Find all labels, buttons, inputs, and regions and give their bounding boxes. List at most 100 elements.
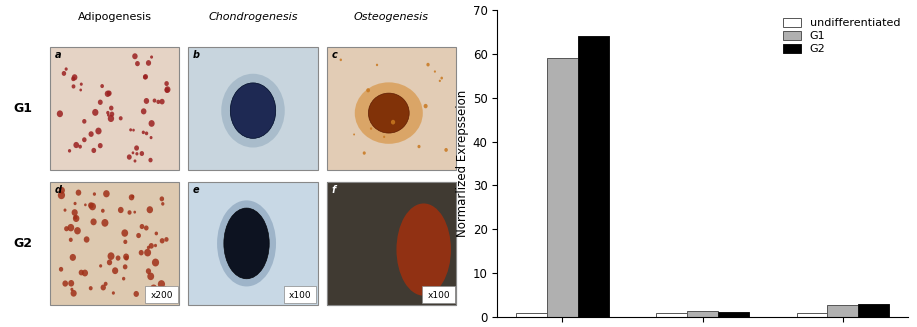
- Ellipse shape: [366, 88, 370, 92]
- Ellipse shape: [68, 149, 72, 153]
- Text: e: e: [193, 185, 200, 195]
- Ellipse shape: [438, 80, 441, 82]
- Bar: [326, 182, 456, 305]
- Bar: [326, 182, 456, 305]
- Ellipse shape: [134, 291, 139, 297]
- Ellipse shape: [72, 209, 78, 216]
- Ellipse shape: [116, 255, 120, 261]
- Ellipse shape: [164, 88, 170, 93]
- Ellipse shape: [80, 82, 83, 86]
- Ellipse shape: [139, 224, 144, 229]
- Ellipse shape: [78, 145, 82, 149]
- Ellipse shape: [160, 197, 164, 201]
- Text: c: c: [331, 50, 337, 60]
- Ellipse shape: [104, 282, 107, 286]
- Ellipse shape: [107, 252, 115, 260]
- Ellipse shape: [106, 111, 109, 114]
- Ellipse shape: [89, 203, 96, 210]
- Bar: [827, 305, 858, 317]
- Ellipse shape: [132, 53, 138, 59]
- Bar: [50, 182, 180, 305]
- Ellipse shape: [72, 74, 77, 80]
- Ellipse shape: [396, 203, 451, 296]
- Text: G2: G2: [14, 237, 33, 250]
- Ellipse shape: [98, 143, 103, 148]
- Bar: [718, 312, 749, 317]
- Ellipse shape: [134, 146, 139, 151]
- Ellipse shape: [112, 291, 115, 295]
- Ellipse shape: [383, 136, 385, 138]
- Ellipse shape: [73, 142, 79, 148]
- Ellipse shape: [355, 82, 423, 144]
- Text: f: f: [331, 185, 336, 195]
- Ellipse shape: [83, 119, 86, 124]
- Ellipse shape: [370, 127, 372, 130]
- Ellipse shape: [164, 237, 169, 242]
- Ellipse shape: [149, 243, 154, 249]
- Ellipse shape: [102, 219, 108, 227]
- Text: Adipogenesis: Adipogenesis: [78, 12, 151, 22]
- Ellipse shape: [135, 61, 139, 66]
- Ellipse shape: [88, 202, 94, 209]
- Ellipse shape: [160, 238, 164, 244]
- Ellipse shape: [217, 200, 276, 286]
- Bar: [145, 286, 178, 303]
- Ellipse shape: [61, 71, 66, 76]
- Ellipse shape: [110, 112, 115, 117]
- Ellipse shape: [146, 60, 151, 66]
- Ellipse shape: [83, 236, 90, 243]
- Ellipse shape: [92, 148, 96, 153]
- Ellipse shape: [137, 233, 141, 238]
- Ellipse shape: [72, 84, 75, 89]
- Text: d: d: [54, 185, 61, 195]
- Ellipse shape: [82, 269, 88, 276]
- Ellipse shape: [445, 148, 447, 152]
- Ellipse shape: [93, 192, 96, 196]
- Ellipse shape: [131, 195, 134, 198]
- Bar: [578, 36, 609, 317]
- Legend: undifferentiated, G1, G2: undifferentiated, G1, G2: [780, 15, 902, 57]
- Ellipse shape: [84, 203, 87, 206]
- Ellipse shape: [95, 128, 102, 134]
- Ellipse shape: [142, 130, 145, 134]
- Ellipse shape: [147, 246, 150, 249]
- Ellipse shape: [119, 116, 123, 120]
- Ellipse shape: [154, 244, 157, 247]
- Ellipse shape: [147, 206, 153, 213]
- Ellipse shape: [80, 89, 82, 92]
- Ellipse shape: [221, 74, 285, 147]
- Ellipse shape: [139, 151, 144, 156]
- Bar: [326, 182, 456, 305]
- Ellipse shape: [150, 284, 157, 292]
- Ellipse shape: [98, 99, 103, 105]
- Ellipse shape: [79, 270, 83, 275]
- Ellipse shape: [376, 64, 378, 66]
- Ellipse shape: [64, 67, 68, 71]
- Ellipse shape: [68, 224, 74, 232]
- Ellipse shape: [105, 91, 111, 97]
- Ellipse shape: [144, 249, 151, 256]
- Ellipse shape: [91, 218, 96, 225]
- Ellipse shape: [434, 70, 436, 73]
- Ellipse shape: [127, 154, 132, 160]
- Ellipse shape: [63, 209, 67, 212]
- Ellipse shape: [129, 128, 132, 131]
- Ellipse shape: [89, 286, 93, 290]
- Ellipse shape: [128, 194, 134, 200]
- Ellipse shape: [417, 145, 421, 148]
- Ellipse shape: [152, 259, 160, 267]
- Ellipse shape: [426, 63, 430, 66]
- Ellipse shape: [440, 77, 443, 79]
- Ellipse shape: [353, 133, 355, 135]
- Ellipse shape: [122, 277, 126, 281]
- Ellipse shape: [92, 109, 98, 116]
- Ellipse shape: [150, 55, 153, 59]
- Ellipse shape: [133, 211, 136, 214]
- Ellipse shape: [149, 158, 152, 163]
- Bar: [858, 304, 889, 317]
- Bar: [188, 47, 317, 170]
- Bar: [326, 47, 456, 170]
- Text: G1: G1: [14, 102, 33, 115]
- Ellipse shape: [143, 75, 148, 79]
- Ellipse shape: [164, 81, 169, 86]
